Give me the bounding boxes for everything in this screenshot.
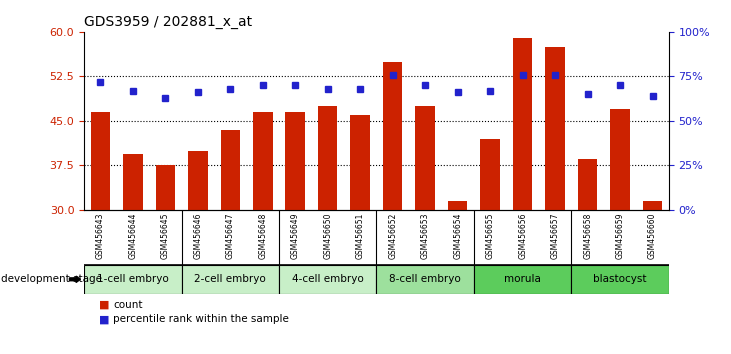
Text: development stage: development stage xyxy=(1,274,102,284)
Text: GSM456645: GSM456645 xyxy=(161,213,170,259)
Text: 1-cell embryo: 1-cell embryo xyxy=(97,274,169,284)
Text: GSM456656: GSM456656 xyxy=(518,213,527,259)
Bar xyxy=(480,139,500,210)
Bar xyxy=(545,47,565,210)
Bar xyxy=(253,112,273,210)
Text: GSM456643: GSM456643 xyxy=(96,213,105,259)
Text: GSM456644: GSM456644 xyxy=(129,213,137,259)
Bar xyxy=(84,265,181,294)
Bar xyxy=(578,159,597,210)
Bar xyxy=(156,165,175,210)
Text: ■: ■ xyxy=(99,314,109,324)
Text: 2-cell embryo: 2-cell embryo xyxy=(194,274,266,284)
Text: GSM456650: GSM456650 xyxy=(323,213,332,259)
Text: GSM456659: GSM456659 xyxy=(616,213,624,259)
Text: GSM456653: GSM456653 xyxy=(421,213,430,259)
Bar xyxy=(448,201,467,210)
Text: GSM456648: GSM456648 xyxy=(258,213,268,259)
Text: GSM456646: GSM456646 xyxy=(193,213,202,259)
Bar xyxy=(376,265,474,294)
Bar xyxy=(279,265,376,294)
Text: GSM456658: GSM456658 xyxy=(583,213,592,259)
Bar xyxy=(383,62,403,210)
Bar xyxy=(286,112,305,210)
Bar xyxy=(415,106,435,210)
Text: percentile rank within the sample: percentile rank within the sample xyxy=(113,314,289,324)
Bar xyxy=(474,265,572,294)
Bar xyxy=(318,106,338,210)
Bar xyxy=(513,38,532,210)
Text: ■: ■ xyxy=(99,300,109,310)
Bar xyxy=(181,265,279,294)
Text: morula: morula xyxy=(504,274,541,284)
Text: 4-cell embryo: 4-cell embryo xyxy=(292,274,363,284)
Text: 8-cell embryo: 8-cell embryo xyxy=(390,274,461,284)
Text: GSM456655: GSM456655 xyxy=(485,213,495,259)
Text: GDS3959 / 202881_x_at: GDS3959 / 202881_x_at xyxy=(84,15,252,29)
Text: GSM456647: GSM456647 xyxy=(226,213,235,259)
Bar xyxy=(572,265,669,294)
Bar xyxy=(643,201,662,210)
Bar xyxy=(610,109,630,210)
Text: GSM456652: GSM456652 xyxy=(388,213,397,259)
Text: GSM456657: GSM456657 xyxy=(550,213,560,259)
Bar xyxy=(350,115,370,210)
Text: GSM456654: GSM456654 xyxy=(453,213,462,259)
Bar xyxy=(123,154,143,210)
Text: GSM456660: GSM456660 xyxy=(648,213,657,259)
Text: blastocyst: blastocyst xyxy=(594,274,647,284)
Bar xyxy=(91,112,110,210)
Bar xyxy=(221,130,240,210)
Bar xyxy=(188,150,208,210)
Text: count: count xyxy=(113,300,143,310)
Text: GSM456649: GSM456649 xyxy=(291,213,300,259)
Text: GSM456651: GSM456651 xyxy=(356,213,365,259)
